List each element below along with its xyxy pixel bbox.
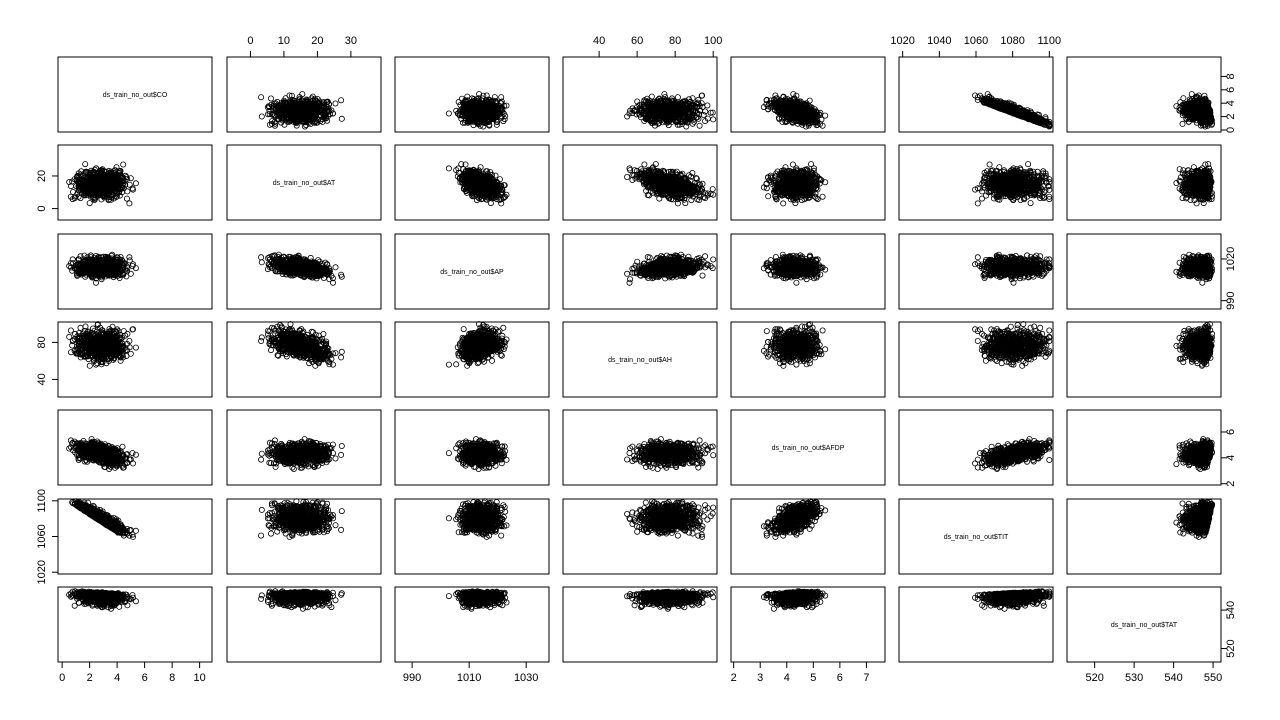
panel-at-vs-at: ds_train_no_out$AT [227,145,381,220]
data-point [268,96,273,101]
data-point [259,95,264,100]
data-point [259,114,264,119]
data-point [705,103,710,108]
data-point [649,94,654,99]
data-point [339,116,344,121]
data-point [497,177,502,182]
data-point [124,196,129,201]
data-point [1174,104,1179,109]
data-point [662,92,667,97]
panel-co-vs-ap [395,57,549,132]
panel-co-vs-tat [1067,57,1221,132]
data-point [83,162,88,167]
diagonal-label-at: ds_train_no_out$AT [273,180,336,187]
panel-co-vs-tit [899,57,1053,132]
panel-co-vs-afdp [731,57,885,132]
panel-co-vs-co: ds_train_no_out$CO [58,57,212,132]
data-point [300,92,305,97]
data-point [711,117,716,122]
data-point [127,201,132,206]
data-point [339,98,344,103]
data-point [446,111,451,116]
data-point [121,162,126,167]
data-point [446,166,451,171]
data-point [333,101,338,106]
data-point [1181,96,1186,101]
data-point [1180,121,1185,126]
data-point [87,201,92,206]
panel-at-vs-ap [395,145,549,220]
panel-co-vs-ah [563,57,717,132]
panel-border [563,57,717,132]
panel-co-vs-at [227,57,381,132]
data-point [133,181,138,186]
data-point [697,123,702,128]
data-point [675,95,680,100]
diagonal-label-co: ds_train_no_out$CO [103,92,168,99]
panel-at-vs-co [58,145,212,220]
